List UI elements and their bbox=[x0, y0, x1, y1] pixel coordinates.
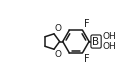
Text: O: O bbox=[55, 50, 62, 59]
Text: F: F bbox=[84, 54, 90, 64]
Text: B: B bbox=[92, 37, 100, 47]
Text: F: F bbox=[84, 19, 90, 29]
Text: OH: OH bbox=[102, 32, 116, 41]
Text: OH: OH bbox=[102, 42, 116, 51]
Text: O: O bbox=[55, 24, 62, 33]
